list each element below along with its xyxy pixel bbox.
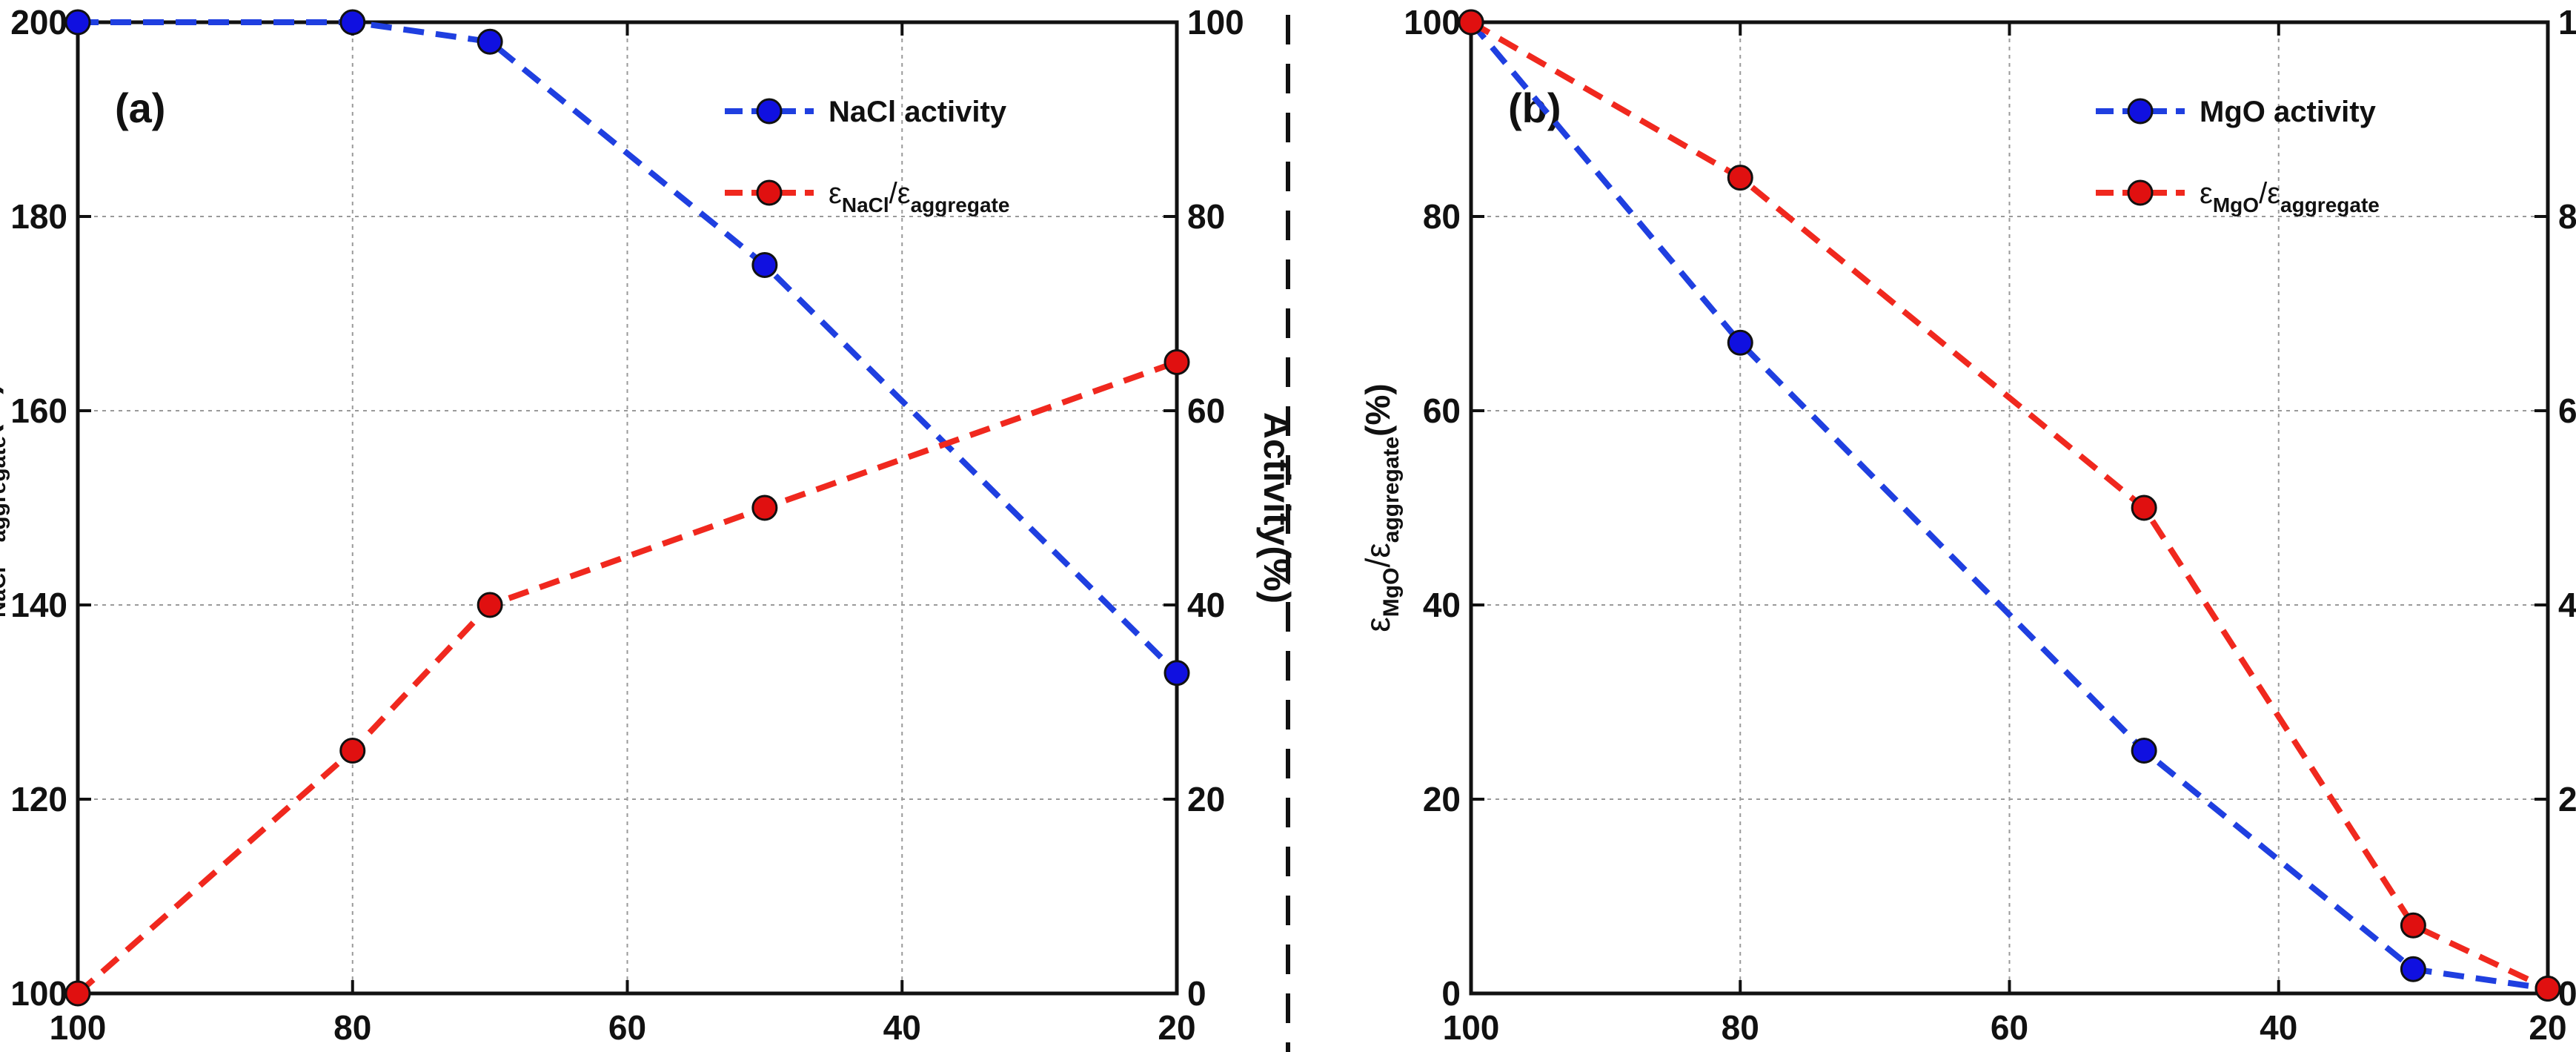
x-tick-label: 80 xyxy=(1722,1008,1759,1047)
legend-label: εNaCl/εaggregate xyxy=(829,177,1009,216)
x-tick-label: 100 xyxy=(1443,1008,1500,1047)
legend-label: NaCl activity xyxy=(829,96,1007,128)
y-right-tick-label: 100 xyxy=(1187,3,1244,42)
x-tick-label: 40 xyxy=(2260,1008,2297,1047)
y-right-tick-label: 0 xyxy=(1187,974,1206,1013)
y-right-tick-label: 80 xyxy=(1187,197,1225,236)
data-point xyxy=(339,9,366,36)
y-right-tick-label: 20 xyxy=(1187,780,1225,818)
data-point xyxy=(477,28,503,55)
data-point xyxy=(64,980,91,1007)
panel-b: 10080604020020406080100020406080100ΦMgO(… xyxy=(1358,3,2576,1047)
y-right-tick-label: 40 xyxy=(1187,586,1225,624)
y-right-tick-label: 60 xyxy=(2558,391,2576,430)
data-point xyxy=(2131,738,2157,764)
data-point xyxy=(477,592,503,618)
y-left-tick-label: 180 xyxy=(10,197,67,236)
data-point xyxy=(751,494,778,521)
data-point xyxy=(2400,956,2426,982)
data-point xyxy=(1163,660,1190,687)
data-point xyxy=(1163,349,1190,375)
y-right-tick-label: 100 xyxy=(2558,3,2576,42)
data-point xyxy=(1727,165,1753,191)
y-left-tick-label: 160 xyxy=(10,391,67,430)
data-point xyxy=(2400,912,2426,939)
y-left-axis-title: εNaCl/εaggregate(%) xyxy=(0,383,10,632)
data-point xyxy=(2534,975,2561,1002)
y-right-tick-label: 0 xyxy=(2558,974,2576,1013)
data-point xyxy=(339,738,366,764)
data-point xyxy=(751,252,778,278)
panel-label: (b) xyxy=(1508,85,1561,131)
y-left-tick-label: 120 xyxy=(10,780,67,818)
y-right-axis-title: Activity(%) xyxy=(1256,412,1298,603)
x-tick-label: 100 xyxy=(50,1008,107,1047)
data-point xyxy=(1458,9,1484,36)
y-left-tick-label: 20 xyxy=(1423,780,1461,818)
y-left-tick-label: 200 xyxy=(10,3,67,42)
x-tick-label: 80 xyxy=(333,1008,371,1047)
legend-marker xyxy=(756,179,783,206)
legend-marker xyxy=(2127,98,2154,125)
legend-marker xyxy=(2127,179,2154,206)
y-left-axis-title: εMgO/εaggregate(%) xyxy=(1358,383,1404,632)
y-left-tick-label: 100 xyxy=(1404,3,1461,42)
legend-label: εMgO/εaggregate xyxy=(2200,177,2380,216)
x-tick-label: 60 xyxy=(608,1008,646,1047)
legend-label: MgO activity xyxy=(2200,96,2377,128)
panel-label: (a) xyxy=(115,85,165,131)
data-point xyxy=(64,9,91,36)
series-line xyxy=(78,19,1179,675)
y-right-tick-label: 40 xyxy=(2558,586,2576,624)
y-right-tick-label: 20 xyxy=(2558,780,2576,818)
x-tick-label: 40 xyxy=(883,1008,921,1047)
y-left-tick-label: 0 xyxy=(1441,974,1461,1013)
x-tick-label: 60 xyxy=(1991,1008,2028,1047)
y-left-tick-label: 100 xyxy=(10,974,67,1013)
legend-marker xyxy=(756,98,783,125)
x-tick-label: 20 xyxy=(2529,1008,2566,1047)
y-left-tick-label: 140 xyxy=(10,586,67,624)
data-point xyxy=(2131,494,2157,521)
x-tick-label: 20 xyxy=(1158,1008,1195,1047)
y-left-tick-label: 40 xyxy=(1423,586,1461,624)
y-left-tick-label: 60 xyxy=(1423,391,1461,430)
y-right-tick-label: 80 xyxy=(2558,197,2576,236)
panel-a: 100 80 60 40 2010012014016018020002040608010… xyxy=(0,3,1298,1047)
y-left-tick-label: 80 xyxy=(1423,197,1461,236)
y-right-tick-label: 60 xyxy=(1187,391,1225,430)
data-point xyxy=(1727,329,1753,356)
